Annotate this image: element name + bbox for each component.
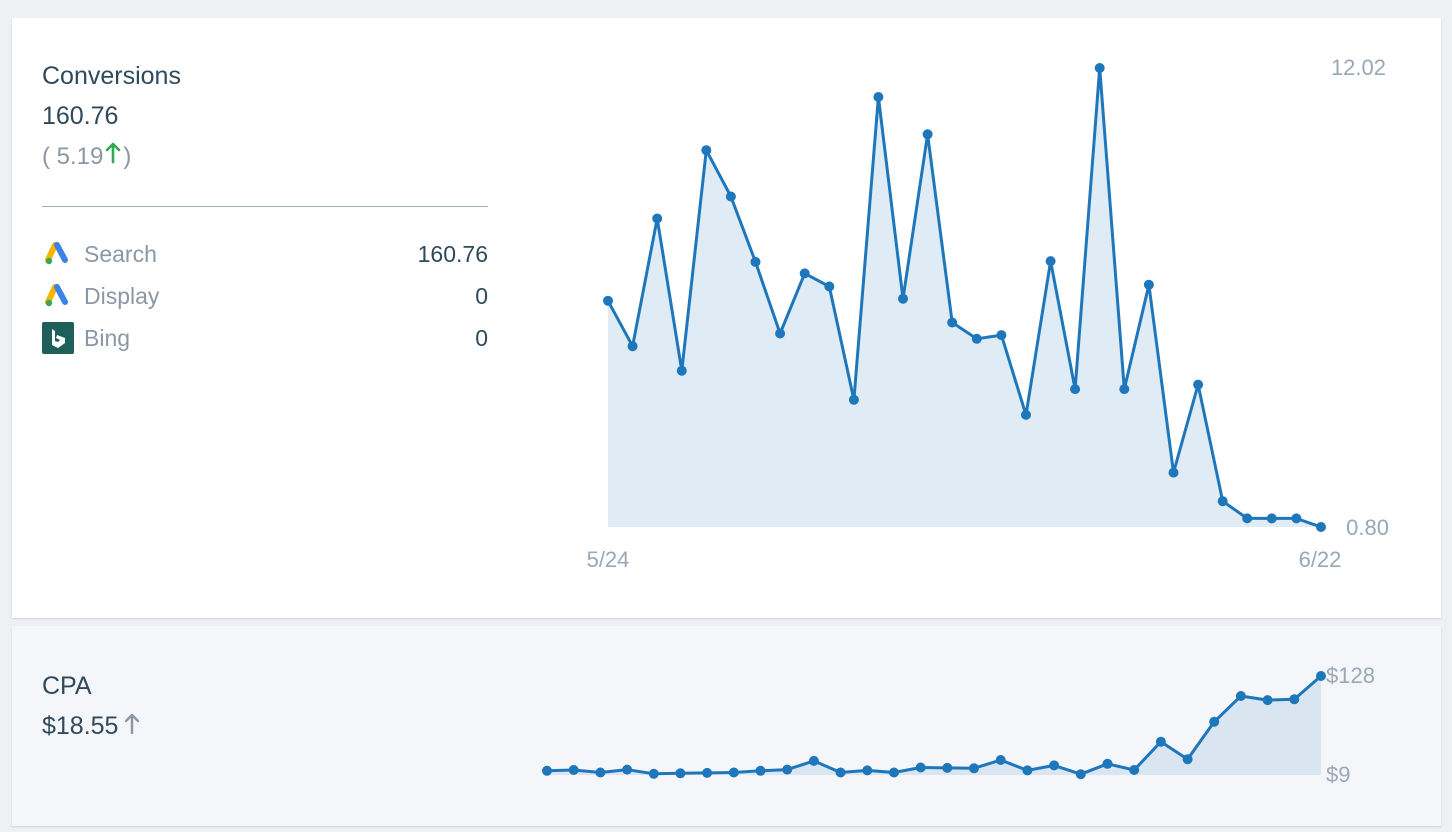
cpa-chart: $128 $9: [542, 663, 1375, 787]
source-row-display: Display 0: [42, 280, 488, 312]
conversions-area: [608, 68, 1321, 527]
cpa-value-row: $18.55: [42, 712, 140, 741]
data-point[interactable]: [947, 317, 958, 328]
data-point[interactable]: [1022, 765, 1033, 776]
cpa-area: [547, 676, 1321, 775]
data-point[interactable]: [627, 341, 638, 352]
data-point[interactable]: [728, 767, 739, 778]
data-point[interactable]: [873, 92, 884, 102]
data-point[interactable]: [1143, 279, 1154, 290]
y-max-label: $128: [1326, 663, 1375, 688]
data-point[interactable]: [971, 333, 982, 344]
data-point[interactable]: [603, 295, 613, 306]
cpa-value: $18.55: [42, 712, 119, 740]
data-point[interactable]: [1102, 758, 1113, 769]
data-point[interactable]: [799, 268, 810, 279]
data-point[interactable]: [915, 762, 926, 773]
data-point[interactable]: [1242, 513, 1253, 524]
data-point[interactable]: [889, 767, 899, 778]
data-point[interactable]: [862, 765, 873, 776]
conversions-points: [603, 63, 1326, 532]
cpa-title: CPA: [42, 672, 92, 700]
data-point[interactable]: [1075, 769, 1086, 780]
y-max-label: 12.02: [1331, 55, 1386, 80]
data-point[interactable]: [701, 145, 712, 156]
data-point[interactable]: [1070, 384, 1081, 395]
conversions-change-close: ): [123, 142, 132, 170]
data-point[interactable]: [1262, 695, 1273, 706]
data-point[interactable]: [969, 763, 979, 774]
data-point[interactable]: [542, 765, 552, 776]
source-row-bing: Bing 0: [42, 322, 488, 354]
source-label: Display: [84, 282, 160, 309]
source-value: 0: [475, 282, 488, 309]
y-min-label: 0.80: [1346, 515, 1389, 540]
data-point[interactable]: [848, 394, 859, 405]
arrow-up-icon: [105, 142, 121, 171]
data-point[interactable]: [675, 768, 686, 779]
conversions-title: Conversions: [42, 62, 181, 90]
data-point[interactable]: [1119, 384, 1130, 395]
data-point[interactable]: [1155, 736, 1166, 747]
data-point[interactable]: [1182, 754, 1193, 765]
data-point[interactable]: [1045, 256, 1056, 267]
source-value: 160.76: [417, 240, 488, 267]
data-point[interactable]: [725, 191, 736, 202]
data-point[interactable]: [942, 762, 953, 773]
google-ads-icon: [42, 238, 74, 270]
conversions-change: ( 5.19 ): [42, 142, 131, 171]
data-point[interactable]: [595, 767, 606, 778]
x-start-label: 5/24: [587, 547, 630, 572]
cpa-points: [542, 671, 1326, 780]
data-point[interactable]: [808, 755, 819, 766]
data-point[interactable]: [1094, 63, 1105, 73]
conversions-value: 160.76: [42, 102, 119, 130]
arrow-up-icon: [124, 713, 140, 741]
data-point[interactable]: [1316, 522, 1326, 532]
data-point[interactable]: [824, 281, 835, 292]
data-point[interactable]: [750, 256, 761, 267]
data-point[interactable]: [648, 768, 659, 779]
data-point[interactable]: [568, 765, 579, 775]
data-point[interactable]: [1217, 496, 1228, 507]
conversions-chart: 12.02 0.80 5/24 6/22: [587, 55, 1389, 572]
data-point[interactable]: [702, 767, 713, 778]
data-point[interactable]: [1193, 379, 1204, 390]
data-point[interactable]: [782, 764, 793, 775]
x-end-label: 6/22: [1299, 547, 1342, 572]
data-point[interactable]: [835, 767, 846, 778]
source-label: Bing: [84, 324, 131, 351]
conversions-change-open: ( 5.19: [42, 142, 104, 170]
data-point[interactable]: [676, 365, 687, 376]
data-point[interactable]: [1289, 694, 1300, 705]
data-point[interactable]: [1291, 513, 1302, 524]
y-min-label: $9: [1326, 762, 1350, 787]
data-point[interactable]: [1316, 671, 1326, 681]
data-point[interactable]: [898, 293, 908, 304]
data-point[interactable]: [652, 213, 663, 224]
data-point[interactable]: [1129, 765, 1140, 775]
cpa-card[interactable]: CPA $18.55 $128 $9: [12, 626, 1441, 826]
data-point[interactable]: [1049, 760, 1060, 771]
data-point[interactable]: [1235, 691, 1246, 701]
google-ads-icon: [42, 280, 74, 312]
conversions-card[interactable]: Conversions 160.76 ( 5.19 ) Search 160.7…: [12, 18, 1441, 618]
source-row-search: Search 160.76: [42, 238, 488, 270]
data-point[interactable]: [622, 764, 633, 775]
conversions-line: [606, 66, 1322, 529]
data-point[interactable]: [996, 330, 1007, 341]
data-point[interactable]: [995, 755, 1006, 765]
source-label: Search: [84, 240, 157, 267]
data-point[interactable]: [775, 328, 786, 339]
data-point[interactable]: [1168, 467, 1179, 478]
bing-icon: [42, 322, 74, 354]
data-point[interactable]: [1209, 716, 1220, 727]
data-point[interactable]: [922, 129, 933, 140]
source-value: 0: [475, 324, 488, 351]
data-point[interactable]: [1266, 513, 1277, 524]
divider: [42, 206, 488, 207]
data-point[interactable]: [755, 765, 766, 776]
data-point[interactable]: [1021, 409, 1031, 420]
